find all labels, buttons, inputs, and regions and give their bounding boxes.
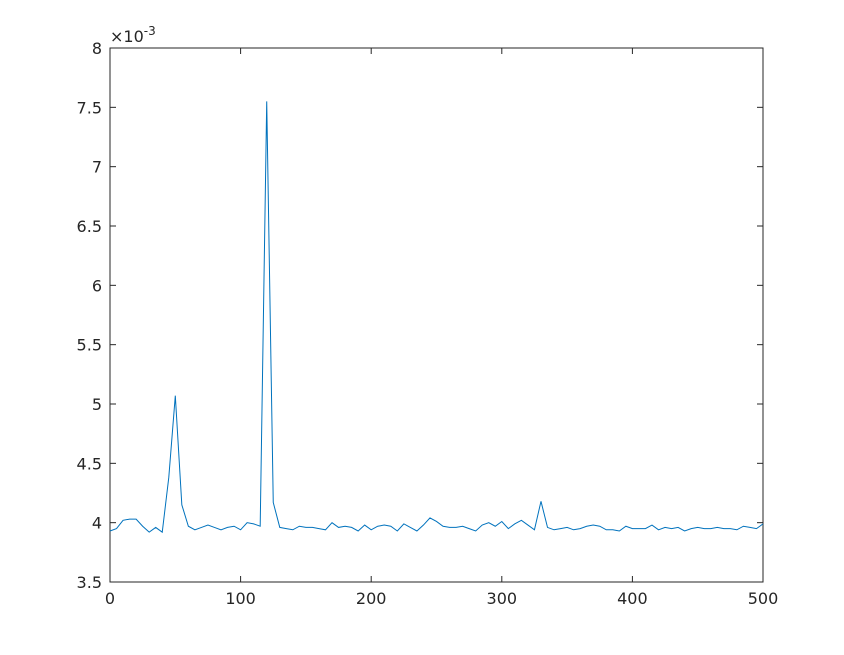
plot-area [109, 47, 764, 583]
exponent-base: ×10 [110, 27, 144, 46]
x-tick-label: 300 [487, 589, 518, 608]
x-tick-label: 400 [617, 589, 648, 608]
exponent-power: -3 [144, 24, 156, 38]
y-tick-label: 4 [92, 514, 102, 533]
data-line [109, 101, 764, 534]
y-tick-label: 7 [92, 158, 102, 177]
x-tick-label: 100 [225, 589, 256, 608]
y-tick-label: 5.5 [77, 336, 102, 355]
x-tick-label: 500 [748, 589, 779, 608]
exponent-label: ×10-3 [110, 24, 156, 46]
x-tick-label: 200 [356, 589, 387, 608]
x-tick-label: 0 [105, 589, 115, 608]
y-tick-label: 3.5 [77, 573, 102, 592]
y-tick-label: 4.5 [77, 454, 102, 473]
y-tick-label: 6.5 [77, 217, 102, 236]
y-tick-label: 5 [92, 395, 102, 414]
y-tick-label: 8 [92, 39, 102, 58]
y-tick-label: 6 [92, 276, 102, 295]
y-tick-label: 7.5 [77, 98, 102, 117]
